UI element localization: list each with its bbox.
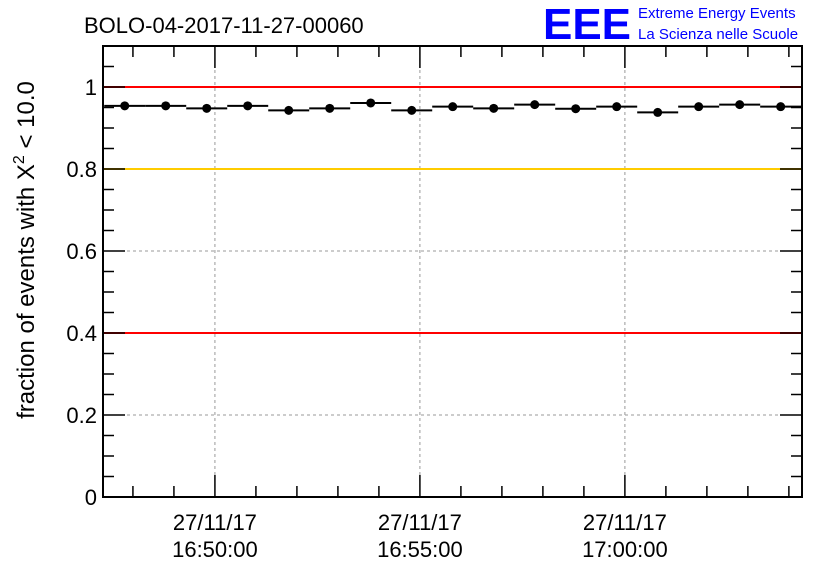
- data-series: [104, 98, 802, 117]
- x-tick-label-time: 17:00:00: [582, 537, 668, 562]
- data-point: [653, 107, 663, 117]
- y-axis-label: fraction of events with X2 < 10.0: [11, 81, 40, 419]
- plot-frame: [102, 45, 803, 498]
- y-tick-label: 0.2: [66, 403, 97, 428]
- y-tick-label: 0: [85, 485, 97, 510]
- tick-labels: 00.20.40.60.8127/11/1716:50:0027/11/1716…: [66, 75, 667, 562]
- data-point: [407, 105, 417, 115]
- data-point: [202, 103, 212, 113]
- data-point: [694, 102, 704, 112]
- data-point: [243, 101, 253, 111]
- y-tick-label: 1: [85, 75, 97, 100]
- x-tick-label-date: 27/11/17: [378, 510, 462, 535]
- data-point: [776, 102, 786, 112]
- y-tick-label: 0.8: [66, 157, 97, 182]
- eee-logo: EEE Extreme Energy Events La Scienza nel…: [543, 0, 798, 49]
- data-point: [735, 100, 745, 110]
- data-point: [284, 105, 294, 115]
- data-point: [120, 101, 130, 111]
- logo-mark: EEE: [543, 0, 631, 49]
- data-point: [366, 98, 376, 108]
- data-point: [612, 102, 622, 112]
- grid: [103, 46, 802, 497]
- data-point: [325, 103, 335, 113]
- x-tick-label-date: 27/11/17: [173, 510, 257, 535]
- data-point: [448, 102, 458, 112]
- reference-lines: [103, 86, 802, 334]
- axis-ticks: [103, 45, 802, 498]
- x-tick-label-time: 16:50:00: [172, 537, 258, 562]
- data-point: [530, 100, 540, 110]
- y-tick-label: 0.4: [66, 321, 97, 346]
- x-tick-label-time: 16:55:00: [377, 537, 463, 562]
- x-tick-label-date: 27/11/17: [583, 510, 667, 535]
- chart-title: BOLO-04-2017-11-27-00060: [84, 13, 364, 38]
- logo-line-1: Extreme Energy Events: [638, 5, 796, 22]
- data-point: [161, 101, 171, 111]
- logo-line-2: La Scienza nelle Scuole: [638, 26, 798, 43]
- y-tick-label: 0.6: [66, 239, 97, 264]
- data-point: [571, 104, 581, 114]
- data-point: [489, 103, 499, 113]
